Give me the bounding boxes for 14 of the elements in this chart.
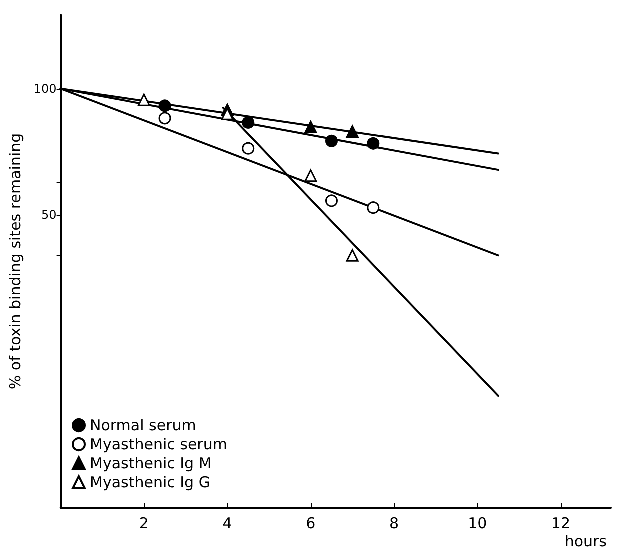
x-axis-title: hours [564, 532, 608, 549]
x-tick-label: 8 [389, 514, 400, 532]
legend-label: Myasthenic Ig M [90, 454, 212, 472]
y-axis-title: % of toxin binding sites remaining [6, 133, 24, 390]
legend-label: Normal serum [90, 416, 196, 434]
y-tick-label: 50 [42, 208, 57, 222]
x-tick-label: 2 [139, 514, 149, 532]
x-tick-label: 6 [306, 514, 316, 532]
legend-label: Myasthenic Ig G [90, 474, 210, 492]
x-tick-label: 12 [551, 514, 571, 532]
y-tick-label: 100 [34, 82, 57, 96]
x-tick-label: 10 [468, 514, 488, 532]
legend-label: Myasthenic serum [90, 436, 228, 454]
x-tick-label: 4 [222, 514, 232, 532]
